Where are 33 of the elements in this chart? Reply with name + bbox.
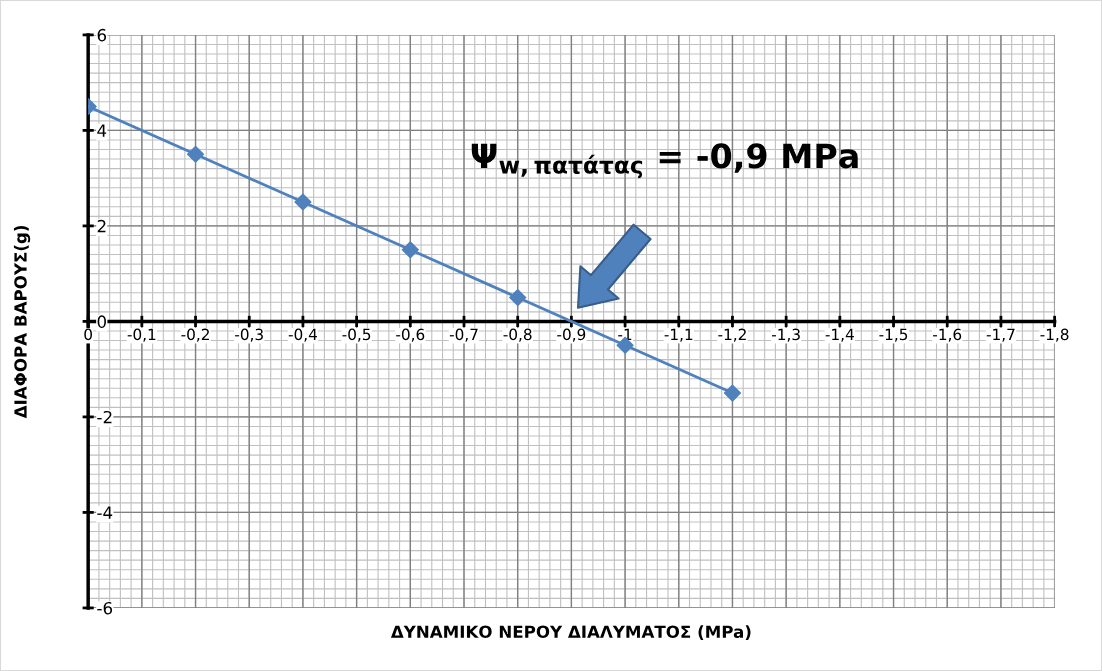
y-axis-title: ΔΙΑΦΟΡΑ ΒΑΡΟΥΣ(g) [13, 225, 31, 419]
point [294, 193, 312, 211]
x-tick-label: -1,5 [879, 328, 908, 342]
x-tick-label: -1,4 [825, 328, 854, 342]
y-tick-label: 6 [97, 28, 107, 42]
x-tick-label: -0,1 [127, 328, 156, 342]
point [401, 241, 419, 259]
x-tick-label: -0,4 [288, 328, 317, 342]
x-tick-label: -0,3 [235, 328, 263, 342]
x-tick-label: -0,7 [449, 328, 478, 342]
x-tick-label: -1,1 [664, 328, 693, 342]
x-tick-label: -0,6 [396, 328, 425, 342]
y-tick-label: 2 [97, 219, 106, 233]
x-tick-label: -0,5 [342, 328, 371, 342]
x-tick-label: -0,8 [503, 328, 532, 342]
x-tick-label: -1,6 [933, 328, 962, 342]
y-tick-label: -6 [97, 601, 113, 615]
y-tick-label: 4 [97, 124, 107, 137]
x-tick-label: -1,7 [986, 328, 1015, 342]
x-tick-label: -0,2 [181, 328, 209, 342]
point [509, 288, 527, 307]
x-axis-title: ΔΥΝΑΜΙΚΟ ΝΕΡΟΥ ΔΙΑΛΥΜΑΤΟΣ (MPa) [390, 625, 751, 640]
x-tick-label: -1,2 [718, 328, 746, 342]
annotation: Ψ$_{w,πατάτας}$ = -0,9 MPa [471, 143, 858, 179]
y-tick-label: 0 [97, 315, 106, 328]
point [186, 145, 205, 163]
y-tick-label: -2 [97, 410, 112, 424]
y-tick-label: -4 [97, 506, 113, 519]
point [723, 384, 742, 402]
x-tick-label: 0 [84, 328, 93, 341]
x-tick-label: -1,8 [1040, 328, 1069, 342]
x-tick-label: -0,9 [557, 328, 586, 342]
x-tick-label: -1,3 [772, 328, 800, 342]
